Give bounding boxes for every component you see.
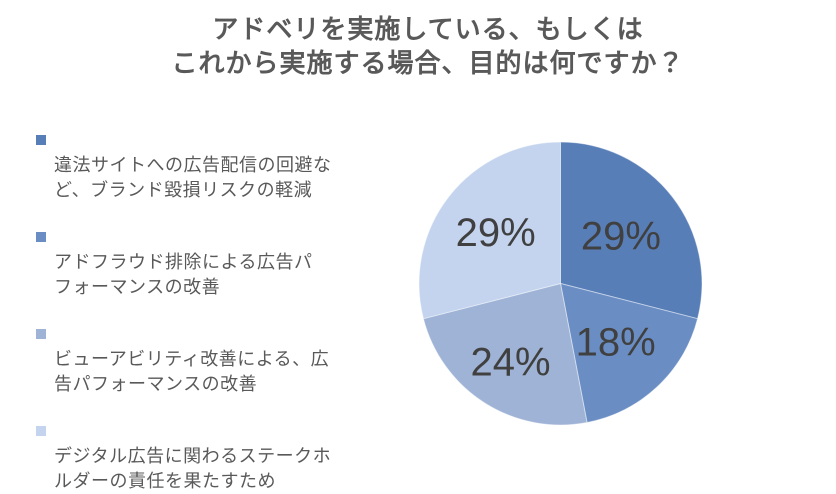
legend-item-label: 違法サイトへの広告配信の回避な ど、ブランド毀損リスクの軽減 xyxy=(54,155,332,200)
slide-canvas: アドベリを実施している、もしくは これから実施する場合、目的は何ですか？ 違法サ… xyxy=(20,12,836,491)
pie-slice xyxy=(422,282,588,426)
legend-item: アドフラウド排除による広告パ フォーマンスの改善 xyxy=(36,225,386,300)
legend-item-label: ビューアビリティ改善による、広 告パフォーマンスの改善 xyxy=(54,349,330,394)
legend-item-label: アドフラウド排除による広告パ フォーマンスの改善 xyxy=(54,252,313,297)
chart-title: アドベリを実施している、もしくは これから実施する場合、目的は何ですか？ xyxy=(20,12,836,80)
legend-swatch-icon xyxy=(36,426,46,436)
pie-slice-label: 29% xyxy=(456,211,536,255)
pie-slice-label: 29% xyxy=(581,215,661,259)
pie-slice xyxy=(560,141,703,320)
legend: 違法サイトへの広告配信の回避な ど、ブランド毀損リスクの軽減 アドフラウド排除に… xyxy=(36,128,386,494)
pie-slice xyxy=(559,282,699,424)
legend-item: デジタル広告に関わるステークホ ルダーの責任を果たすため xyxy=(36,419,386,494)
pie-chart: 29% 18% 24% 29% xyxy=(418,141,703,426)
pie-slice-label: 18% xyxy=(576,320,656,364)
legend-item: 違法サイトへの広告配信の回避な ど、ブランド毀損リスクの軽減 xyxy=(36,128,386,203)
legend-item: ビューアビリティ改善による、広 告パフォーマンスの改善 xyxy=(36,322,386,397)
legend-swatch-icon xyxy=(36,232,46,242)
chart-title-line1: アドベリを実施している、もしくは xyxy=(212,14,644,44)
chart-title-line2: これから実施する場合、目的は何ですか？ xyxy=(171,48,685,78)
legend-swatch-icon xyxy=(36,329,46,339)
pie-slice-label: 24% xyxy=(470,340,550,384)
legend-item-label: デジタル広告に関わるステークホ ルダーの責任を果たすため xyxy=(54,446,332,491)
pie-chart-area: 29% 18% 24% 29% xyxy=(418,141,703,426)
legend-swatch-icon xyxy=(36,135,46,145)
pie-slice xyxy=(418,141,561,320)
